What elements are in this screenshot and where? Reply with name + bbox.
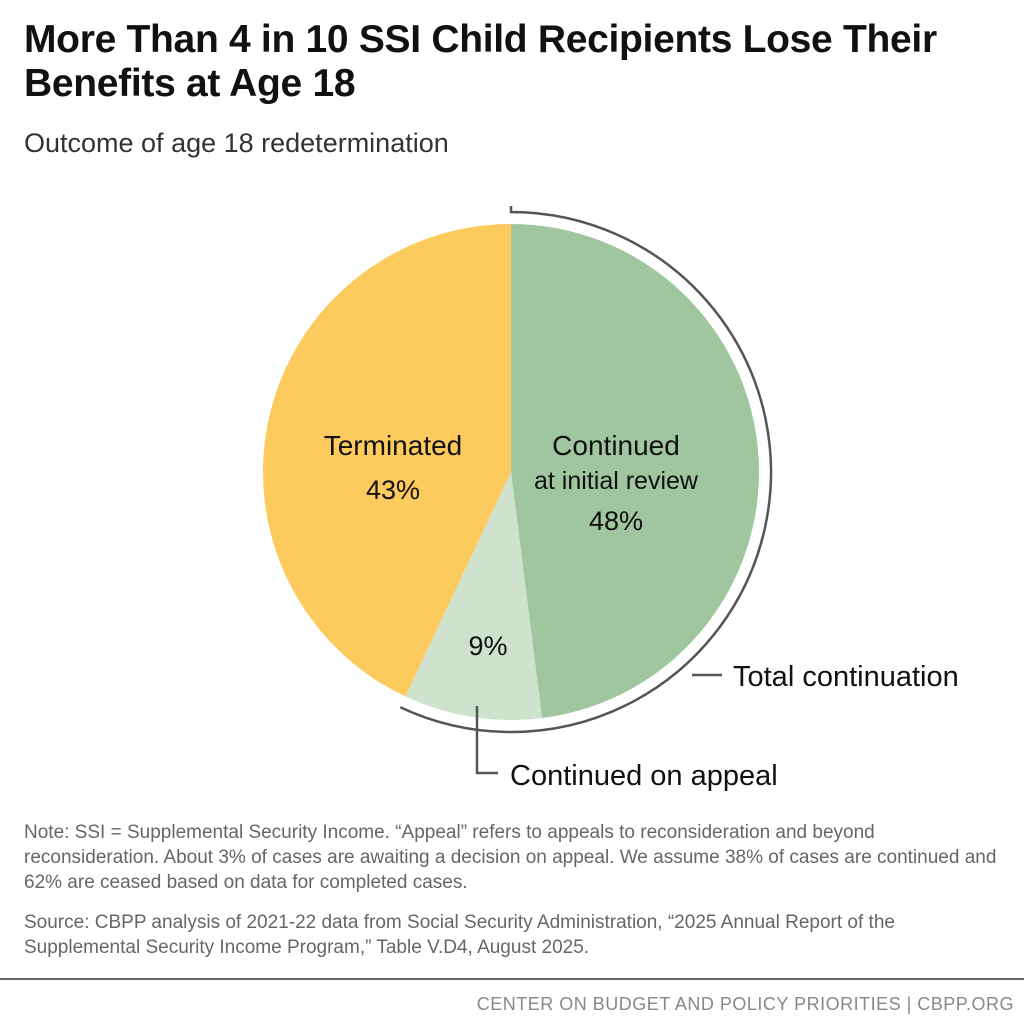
chart-title: More Than 4 in 10 SSI Child Recipients L… xyxy=(24,18,937,105)
slice-label-continued: Continued xyxy=(552,430,680,461)
slice-label-continued-sub: at initial review xyxy=(534,467,699,495)
slice-value-appeal: 9% xyxy=(468,631,507,661)
footer-credit: CENTER ON BUDGET AND POLICY PRIORITIES |… xyxy=(476,994,1014,1014)
chart-note: Note: SSI = Supplemental Security Income… xyxy=(24,822,997,893)
chart-subtitle: Outcome of age 18 redetermination xyxy=(24,128,449,158)
slice-value-continued: 48% xyxy=(589,506,643,536)
slice-terminated xyxy=(263,224,511,697)
continued-on-appeal-leader xyxy=(475,706,498,775)
total-continuation-label: Total continuation xyxy=(733,661,959,693)
continued-on-appeal-label: Continued on appeal xyxy=(510,760,778,792)
slice-continued-initial xyxy=(511,224,760,719)
slice-label-terminated: Terminated xyxy=(324,430,463,461)
slice-value-terminated: 43% xyxy=(366,475,420,505)
footer-divider xyxy=(0,978,1024,980)
slice-continued-appeal xyxy=(405,472,543,720)
chart-source: Source: CBPP analysis of 2021-22 data fr… xyxy=(24,912,895,958)
total-continuation-bracket xyxy=(399,206,773,734)
